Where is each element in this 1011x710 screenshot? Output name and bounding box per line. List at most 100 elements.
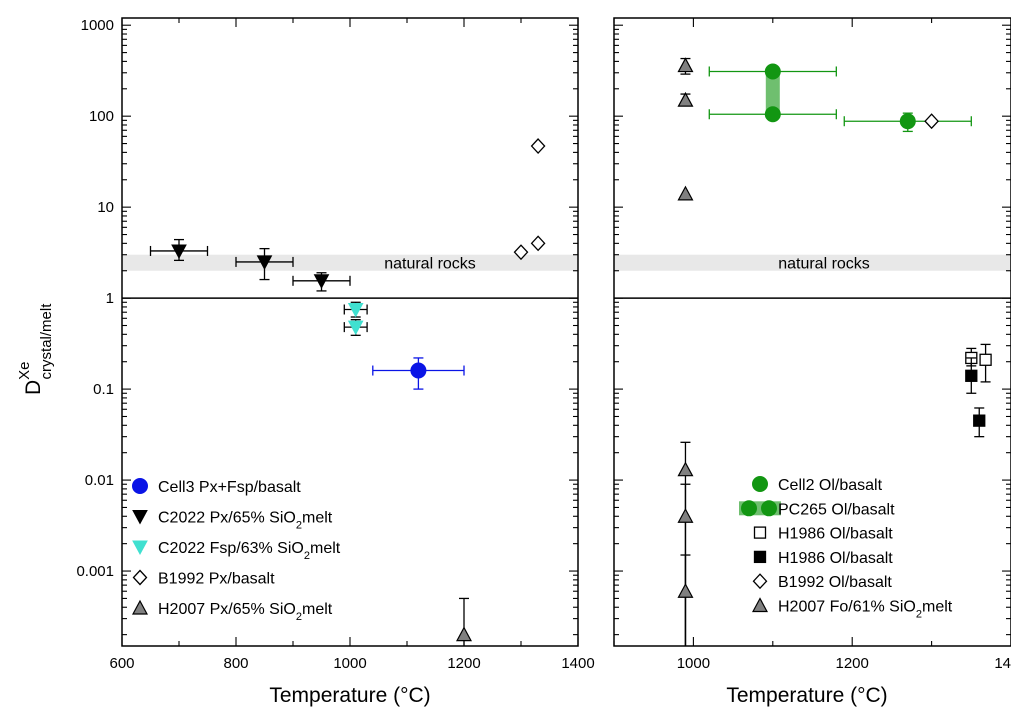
data-point [973, 414, 986, 427]
series [965, 357, 986, 438]
data-point [764, 63, 781, 80]
legend-label: Cell3 Px+Fsp/basalt [158, 479, 301, 496]
data-point [410, 362, 427, 379]
legend-text-part: 2 [296, 611, 302, 623]
legend-label: H1986 Ol/basalt [778, 526, 893, 543]
data-point [924, 113, 939, 130]
data-layer [677, 57, 992, 646]
legend-text-part: melt [310, 540, 341, 557]
x-tick-label: 1000 [333, 655, 366, 672]
data-point [677, 508, 694, 523]
legend: Cell2 Ol/basalt PC265 Ol/basalt H1986 Ol/b… [739, 476, 953, 621]
legend-text-part: H1986 Ol/basalt [778, 550, 893, 567]
legend-text-part: 2 [296, 520, 302, 532]
legend-marker [132, 540, 148, 556]
legend-marker [753, 526, 767, 539]
legend-marker [752, 476, 768, 492]
legend-text-part: H1986 Ol/basalt [778, 526, 893, 543]
data-point [899, 113, 916, 130]
data-layer [149, 138, 546, 646]
legend-label: B1992 Px/basalt [158, 571, 275, 588]
legend-text-part: C2022 Fsp/63% SiO [158, 540, 304, 557]
legend-text-part: Cell3 Px+Fsp/basalt [158, 479, 301, 496]
legend-marker [131, 599, 149, 615]
legend-label: H2007 Px/65% SiO2melt [158, 601, 333, 623]
x-tick-label: 1400 [561, 655, 594, 672]
natural-rocks-band [122, 254, 578, 271]
data-point [347, 302, 364, 318]
legend-label: H1986 Ol/basalt [778, 550, 893, 567]
legend-marker [741, 500, 757, 517]
y-tick-label: 0.001 [76, 563, 114, 580]
data-point [979, 353, 992, 366]
y-label-main: D [22, 380, 45, 395]
y-axis-label: DXe crystal/melt [16, 303, 55, 395]
legend-text-part: H2007 Px/65% SiO [158, 601, 296, 618]
data-point [530, 138, 546, 154]
band-label: natural rocks [778, 256, 870, 273]
data-point [677, 57, 694, 73]
x-tick-label: 1200 [447, 655, 480, 672]
legend-text-part: C2022 Px/65% SiO [158, 510, 296, 527]
y-tick-label: 0.01 [85, 472, 114, 489]
natural-rocks-band [614, 254, 1011, 271]
series [843, 112, 972, 133]
legend-text-part: B1992 Ol/basalt [778, 574, 892, 591]
series [708, 63, 837, 123]
legend-text-part: melt [302, 601, 333, 618]
right-panel: natural rocks 1000 1200 1400 Temperature (°C… [613, 17, 1011, 707]
data-point [171, 244, 187, 260]
data-point [965, 369, 978, 382]
series [455, 597, 473, 646]
data-point [256, 255, 273, 270]
data-point [677, 185, 694, 201]
series [677, 57, 694, 646]
series [513, 138, 546, 261]
legend-text-part: 2 [916, 609, 922, 621]
data-point [313, 274, 330, 289]
x-tick-label: 1200 [836, 655, 869, 672]
data-point [677, 91, 694, 107]
legend-text-part: PC265 Ol/basalt [778, 501, 895, 518]
x-tick-label: 1000 [677, 655, 710, 672]
y-tick-label: 100 [89, 108, 114, 125]
legend-label: C2022 Px/65% SiO2melt [158, 510, 333, 532]
y-label-sup: Xe [16, 361, 33, 379]
legend-text-part: H2007 Fo/61% SiO [778, 599, 916, 616]
series [343, 301, 368, 336]
legend-label: B1992 Ol/basalt [778, 574, 892, 591]
data-point [513, 244, 529, 261]
y-axis-label-text: DXe crystal/melt [16, 303, 55, 395]
legend-text-part: melt [922, 599, 953, 616]
legend-marker [751, 597, 769, 613]
data-point [677, 461, 694, 477]
x-tick-label: 600 [109, 655, 134, 672]
series [924, 113, 939, 130]
y-label-sub: crystal/melt [38, 303, 55, 380]
legend-marker [132, 510, 148, 525]
panel-frame [613, 17, 1011, 647]
y-tick-label: 10 [97, 199, 114, 216]
legend-label: Cell2 Ol/basalt [778, 477, 883, 494]
series [149, 238, 351, 292]
x-axis-label: Temperature (°C) [269, 684, 430, 707]
left-panel: natural rocks 1000 100 10 1 0.1 0.01 0.001 600 80… [76, 17, 594, 707]
legend-marker [132, 569, 148, 586]
y-tick-label: 1000 [81, 17, 114, 34]
x-tick-label: 800 [223, 655, 248, 672]
legend-marker [132, 478, 148, 494]
x-tick-label: 1400 [994, 655, 1011, 672]
data-point [677, 582, 694, 598]
y-tick-label: 0.1 [93, 381, 114, 398]
legend-text-part: melt [302, 510, 333, 527]
legend-label: H2007 Fo/61% SiO2melt [778, 599, 953, 621]
data-point [530, 235, 546, 252]
legend-label: PC265 Ol/basalt [778, 501, 895, 518]
data-point [764, 106, 781, 123]
legend-text-part: Cell2 Ol/basalt [778, 477, 883, 494]
legend-marker [761, 500, 777, 517]
legend-label: C2022 Fsp/63% SiO2melt [158, 540, 341, 562]
series [372, 357, 465, 390]
data-point [455, 626, 473, 642]
